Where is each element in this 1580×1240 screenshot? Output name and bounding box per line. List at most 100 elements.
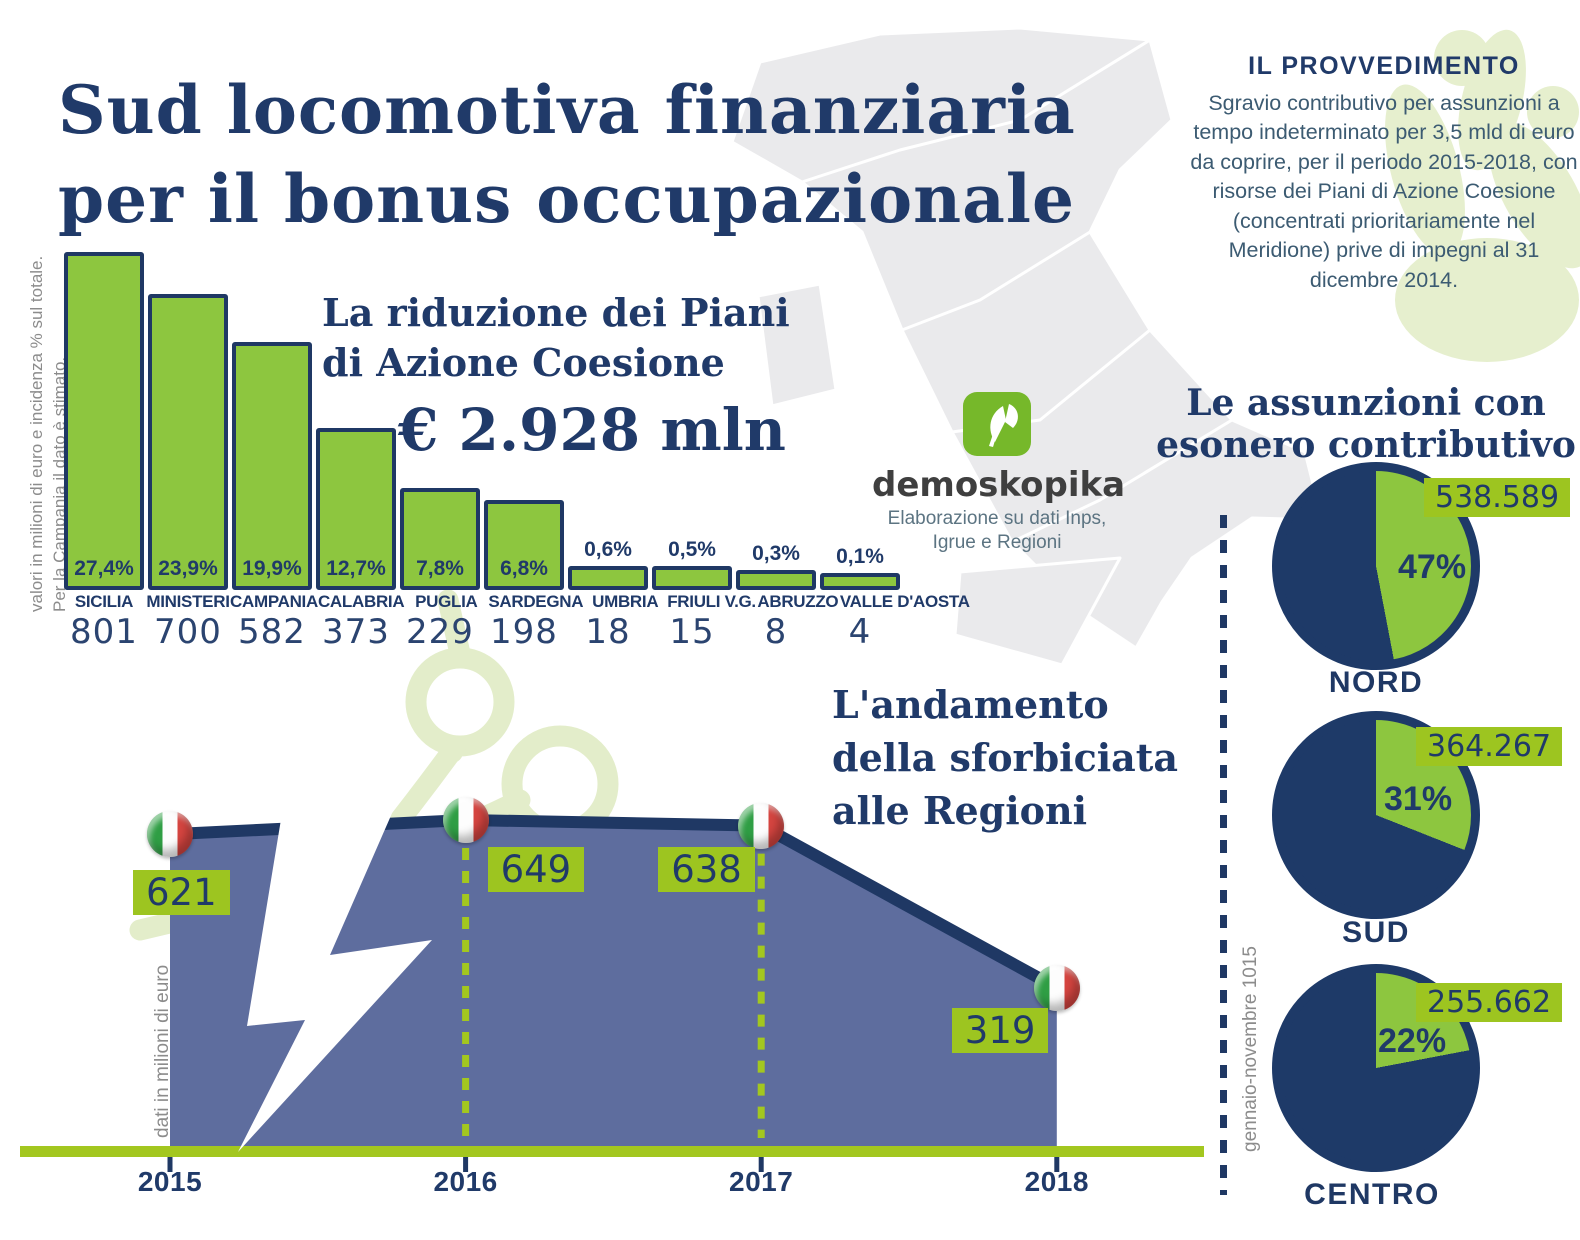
bar-value-label: 373 [322, 612, 390, 652]
bar-value-label: 198 [490, 612, 558, 652]
bar-percent-label: 0,5% [668, 538, 716, 561]
bar-category-label: FRIULI V.G. [667, 592, 756, 611]
bar-percent-label: 12,7% [326, 557, 386, 580]
pie-centro-value-badge: 255.662 [1416, 983, 1563, 1022]
area-heading-line1: L'andamento [832, 682, 1109, 727]
bar-puglia: 7,8% [400, 488, 480, 590]
bar-percent-label: 0,6% [584, 538, 632, 561]
x-axis-label-2016: 2016 [433, 1166, 498, 1197]
area-value-badge-2018: 319 [951, 1007, 1049, 1053]
pies-period-note: gennaio-novembre 1015 [1240, 946, 1261, 1152]
bar-category-label: CAMPANIA [230, 592, 318, 611]
italy-map [730, 26, 1324, 667]
bar-cell: 7,8% [398, 488, 482, 590]
caption-line2: di Azione Coesione [322, 340, 725, 386]
bar-category-label: PUGLIA [415, 592, 478, 611]
lightning-bolt [238, 795, 432, 1152]
bar-cell: 0,6% [566, 538, 650, 590]
pies-heading-line1: Le assunzioni con [1186, 382, 1546, 424]
bar-chart-total: € 2.928 mln [398, 396, 786, 464]
bar-cell: 0,1% [818, 545, 902, 590]
bar-cell: 19,9% [230, 342, 314, 590]
bar-percent-label: 23,9% [158, 557, 218, 580]
bar-cell: 12,7% [314, 428, 398, 590]
area-fill [170, 820, 1057, 1150]
demoskopika-icon [963, 392, 1031, 456]
footnote-line1: valori in milioni di euro e incidenza % … [27, 255, 46, 612]
area-chart-heading: L'andamento della sforbiciata alle Regio… [832, 678, 1178, 838]
pie-sud-value-badge: 364.267 [1416, 727, 1563, 766]
pie-nord-percent: 47% [1398, 548, 1467, 586]
bar-cell: 0,5% [650, 538, 734, 590]
caption-line1: La riduzione dei Piani [322, 290, 790, 335]
bar-sicilia: 27,4% [64, 252, 144, 590]
area-heading-line2: della sforbiciata [832, 735, 1178, 781]
area-value-badge-2016: 649 [487, 847, 585, 892]
x-axis-tick-2017 [758, 1157, 764, 1172]
bar-value-label: 700 [154, 612, 222, 652]
workers-watermark [1385, 29, 1580, 362]
area-value-badge-2015: 621 [133, 870, 230, 916]
x-axis-label-2018: 2018 [1024, 1166, 1089, 1197]
bar-category-label: SICILIA [74, 592, 134, 611]
bar-ministeri: 23,9% [148, 294, 228, 590]
bar-category-label: SARDEGNA [488, 592, 584, 611]
bar-value-label: 801 [70, 612, 138, 652]
credit-line1: Elaborazione su dati Inps, [887, 508, 1107, 529]
x-axis-label-2017: 2017 [729, 1166, 794, 1197]
bar-chart-values: 801 700 582 373 229 198 18 15 8 4 [62, 612, 912, 652]
provvedimento-body: Sgravio contributivo per assunzioni a te… [1190, 91, 1578, 292]
bar-value-label: 8 [764, 612, 788, 652]
pie-sud-percent: 31% [1384, 780, 1453, 818]
bar-value-label: 4 [848, 612, 872, 652]
title-line1: Sud locomotiva finanziaria [58, 71, 1076, 150]
title-line2: per il bonus occupazionale [58, 160, 1075, 239]
bar-category-label: UMBRIA [592, 592, 659, 611]
credit-line2: Igrue e Regioni [932, 531, 1062, 553]
bar-friuli v.g.: 0,5% [652, 538, 732, 590]
italy-flag-marker-2018 [1033, 964, 1080, 1011]
bar-category-label: CALABRIA [317, 592, 405, 611]
bar-percent-label: 0,3% [752, 542, 800, 565]
bar-valle d'aosta: 0,1% [820, 545, 900, 590]
logo-credit: Elaborazione su dati Inps, Igrue e Regio… [872, 507, 1122, 555]
x-axis-line [20, 1146, 1204, 1157]
bar-abruzzo: 0,3% [736, 542, 816, 590]
pies-heading-line2: esonero contributivo [1156, 424, 1576, 467]
demoskopika-wordmark: demoskopika [872, 465, 1126, 505]
area-unit-note: dati in milioni di euro [152, 964, 173, 1138]
italy-flag-marker-2015 [147, 811, 193, 858]
area-value-badge-2017: 638 [658, 846, 755, 892]
x-axis-tick-2015 [167, 1157, 173, 1172]
page-title: Sud locomotiva finanziaria per il bonus … [58, 66, 1218, 244]
italy-flag-marker-2016 [442, 797, 489, 843]
pie-centro-percent: 22% [1378, 1022, 1447, 1060]
bar-value-label: 229 [406, 612, 474, 652]
bar-percent-label: 6,8% [500, 557, 548, 580]
pie-nord-label: NORD [1328, 666, 1424, 699]
pie-centro-label: CENTRO [1304, 1178, 1440, 1211]
bar-percent-label: 19,9% [242, 557, 302, 580]
bar-value-label: 18 [585, 612, 631, 652]
pie-nord-value-badge: 538.589 [1424, 478, 1571, 517]
bar-value-label: 582 [238, 612, 306, 652]
section-separator [1220, 515, 1227, 1195]
x-axis-label-2015: 2015 [137, 1166, 203, 1197]
pies-heading: Le assunzioni con esonero contributivo [1150, 382, 1580, 467]
bar-calabria: 12,7% [316, 428, 396, 590]
bar-category-label: VALLE D'AOSTA [839, 592, 970, 611]
bar-cell: 6,8% [482, 500, 566, 590]
bar-percent-label: 7,8% [416, 557, 464, 580]
bar-category-label: ABRUZZO [757, 592, 839, 611]
bar-cell: 27,4% [62, 252, 146, 590]
bar-umbria: 0,6% [568, 538, 648, 590]
bar-chart-categories: SICILIA MINISTERI CAMPANIA CALABRIA PUGLIA SA… [62, 592, 970, 612]
bar-campania: 19,9% [232, 342, 312, 590]
bar-percent-label: 27,4% [74, 557, 134, 580]
provvedimento-heading: IL PROVVEDIMENTO [1248, 52, 1520, 80]
demoskopika-logo: demoskopika Elaborazione su dati Inps, I… [872, 390, 1126, 555]
pie-sud-label: SUD [1342, 916, 1410, 949]
bar-category-label: MINISTERI [146, 592, 230, 611]
